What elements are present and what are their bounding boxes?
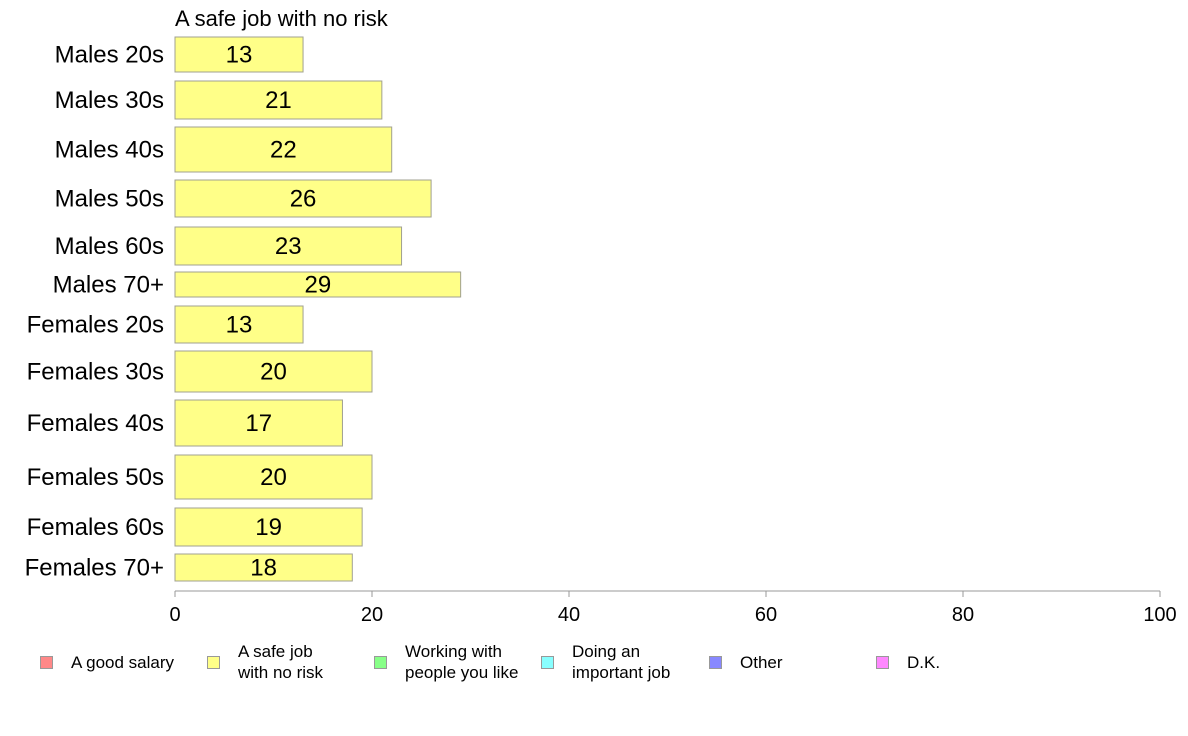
category-label: Males 70+ bbox=[53, 272, 164, 299]
category-label: Males 50s bbox=[55, 186, 164, 213]
legend-label: D.K. bbox=[907, 652, 941, 672]
bar-value-label: 23 bbox=[275, 233, 302, 260]
bar-value-label: 20 bbox=[260, 464, 287, 491]
legend-label: Other bbox=[740, 652, 783, 672]
bar bbox=[174, 226, 403, 266]
bar-value-label: 26 bbox=[290, 186, 317, 213]
category-label: Females 30s bbox=[27, 359, 164, 386]
legend-swatch bbox=[709, 655, 722, 669]
bar bbox=[174, 553, 353, 582]
category-label: Females 60s bbox=[27, 514, 164, 541]
legend-label: A safe job with no risk bbox=[238, 642, 324, 682]
bar-value-label: 18 bbox=[250, 555, 277, 582]
bar bbox=[174, 350, 373, 393]
bar-value-label: 20 bbox=[260, 359, 287, 386]
category-label: Males 30s bbox=[55, 87, 164, 114]
x-tick-label: 40 bbox=[558, 604, 580, 626]
x-tick-label: 20 bbox=[361, 604, 383, 626]
legend-item: Working with people you like bbox=[374, 641, 518, 683]
legend-item: Doing an important job bbox=[541, 641, 670, 683]
legend-item: A good salary bbox=[40, 641, 174, 683]
bar-value-label: 17 bbox=[245, 410, 272, 437]
legend-swatch bbox=[40, 655, 53, 669]
bar bbox=[174, 126, 393, 173]
category-label: Females 50s bbox=[27, 464, 164, 491]
category-label: Females 70+ bbox=[25, 555, 164, 582]
bars: 13 Males 20s 21 Males 30s 22 Males 40s 26 Males… bbox=[25, 36, 462, 582]
legend-label: Working with people you like bbox=[405, 642, 519, 682]
legend-swatch bbox=[876, 655, 889, 669]
x-tick-label: 80 bbox=[952, 604, 974, 626]
bar bbox=[174, 305, 304, 344]
category-label: Females 40s bbox=[27, 410, 164, 437]
legend-swatch bbox=[541, 655, 554, 669]
x-tick-label: 100 bbox=[1143, 604, 1176, 626]
bar bbox=[174, 507, 363, 547]
bar-value-label: 13 bbox=[226, 312, 253, 339]
bar-value-label: 21 bbox=[265, 87, 292, 114]
legend-swatch bbox=[374, 655, 387, 669]
legend-label: A good salary bbox=[71, 652, 175, 672]
category-label: Males 20s bbox=[55, 42, 164, 69]
bar bbox=[174, 80, 383, 120]
bar-value-label: 22 bbox=[270, 137, 297, 164]
category-label: Males 40s bbox=[55, 137, 164, 164]
bar bbox=[174, 179, 432, 218]
bar bbox=[174, 271, 462, 298]
bar bbox=[174, 399, 343, 447]
bar bbox=[174, 36, 304, 73]
bar-value-label: 19 bbox=[255, 514, 282, 541]
legend-item: Other bbox=[709, 641, 783, 683]
category-label: Males 60s bbox=[55, 233, 164, 260]
bar-value-label: 13 bbox=[226, 42, 253, 69]
legend-label: Doing an important job bbox=[572, 642, 671, 682]
x-axis: 0 20 40 60 80 100 bbox=[169, 590, 1177, 626]
legend-item: D.K. bbox=[876, 641, 940, 683]
x-tick-label: 60 bbox=[755, 604, 777, 626]
x-tick-label: 0 bbox=[169, 604, 180, 626]
legend-item: A safe job with no risk bbox=[207, 641, 323, 683]
legend-swatch bbox=[207, 655, 220, 669]
category-label: Females 20s bbox=[27, 312, 164, 339]
legend: A good salary A safe job with no risk Work… bbox=[0, 636, 1188, 696]
chart-title: A safe job with no risk bbox=[175, 6, 389, 31]
bar-value-label: 29 bbox=[304, 272, 331, 299]
bar bbox=[174, 454, 373, 500]
